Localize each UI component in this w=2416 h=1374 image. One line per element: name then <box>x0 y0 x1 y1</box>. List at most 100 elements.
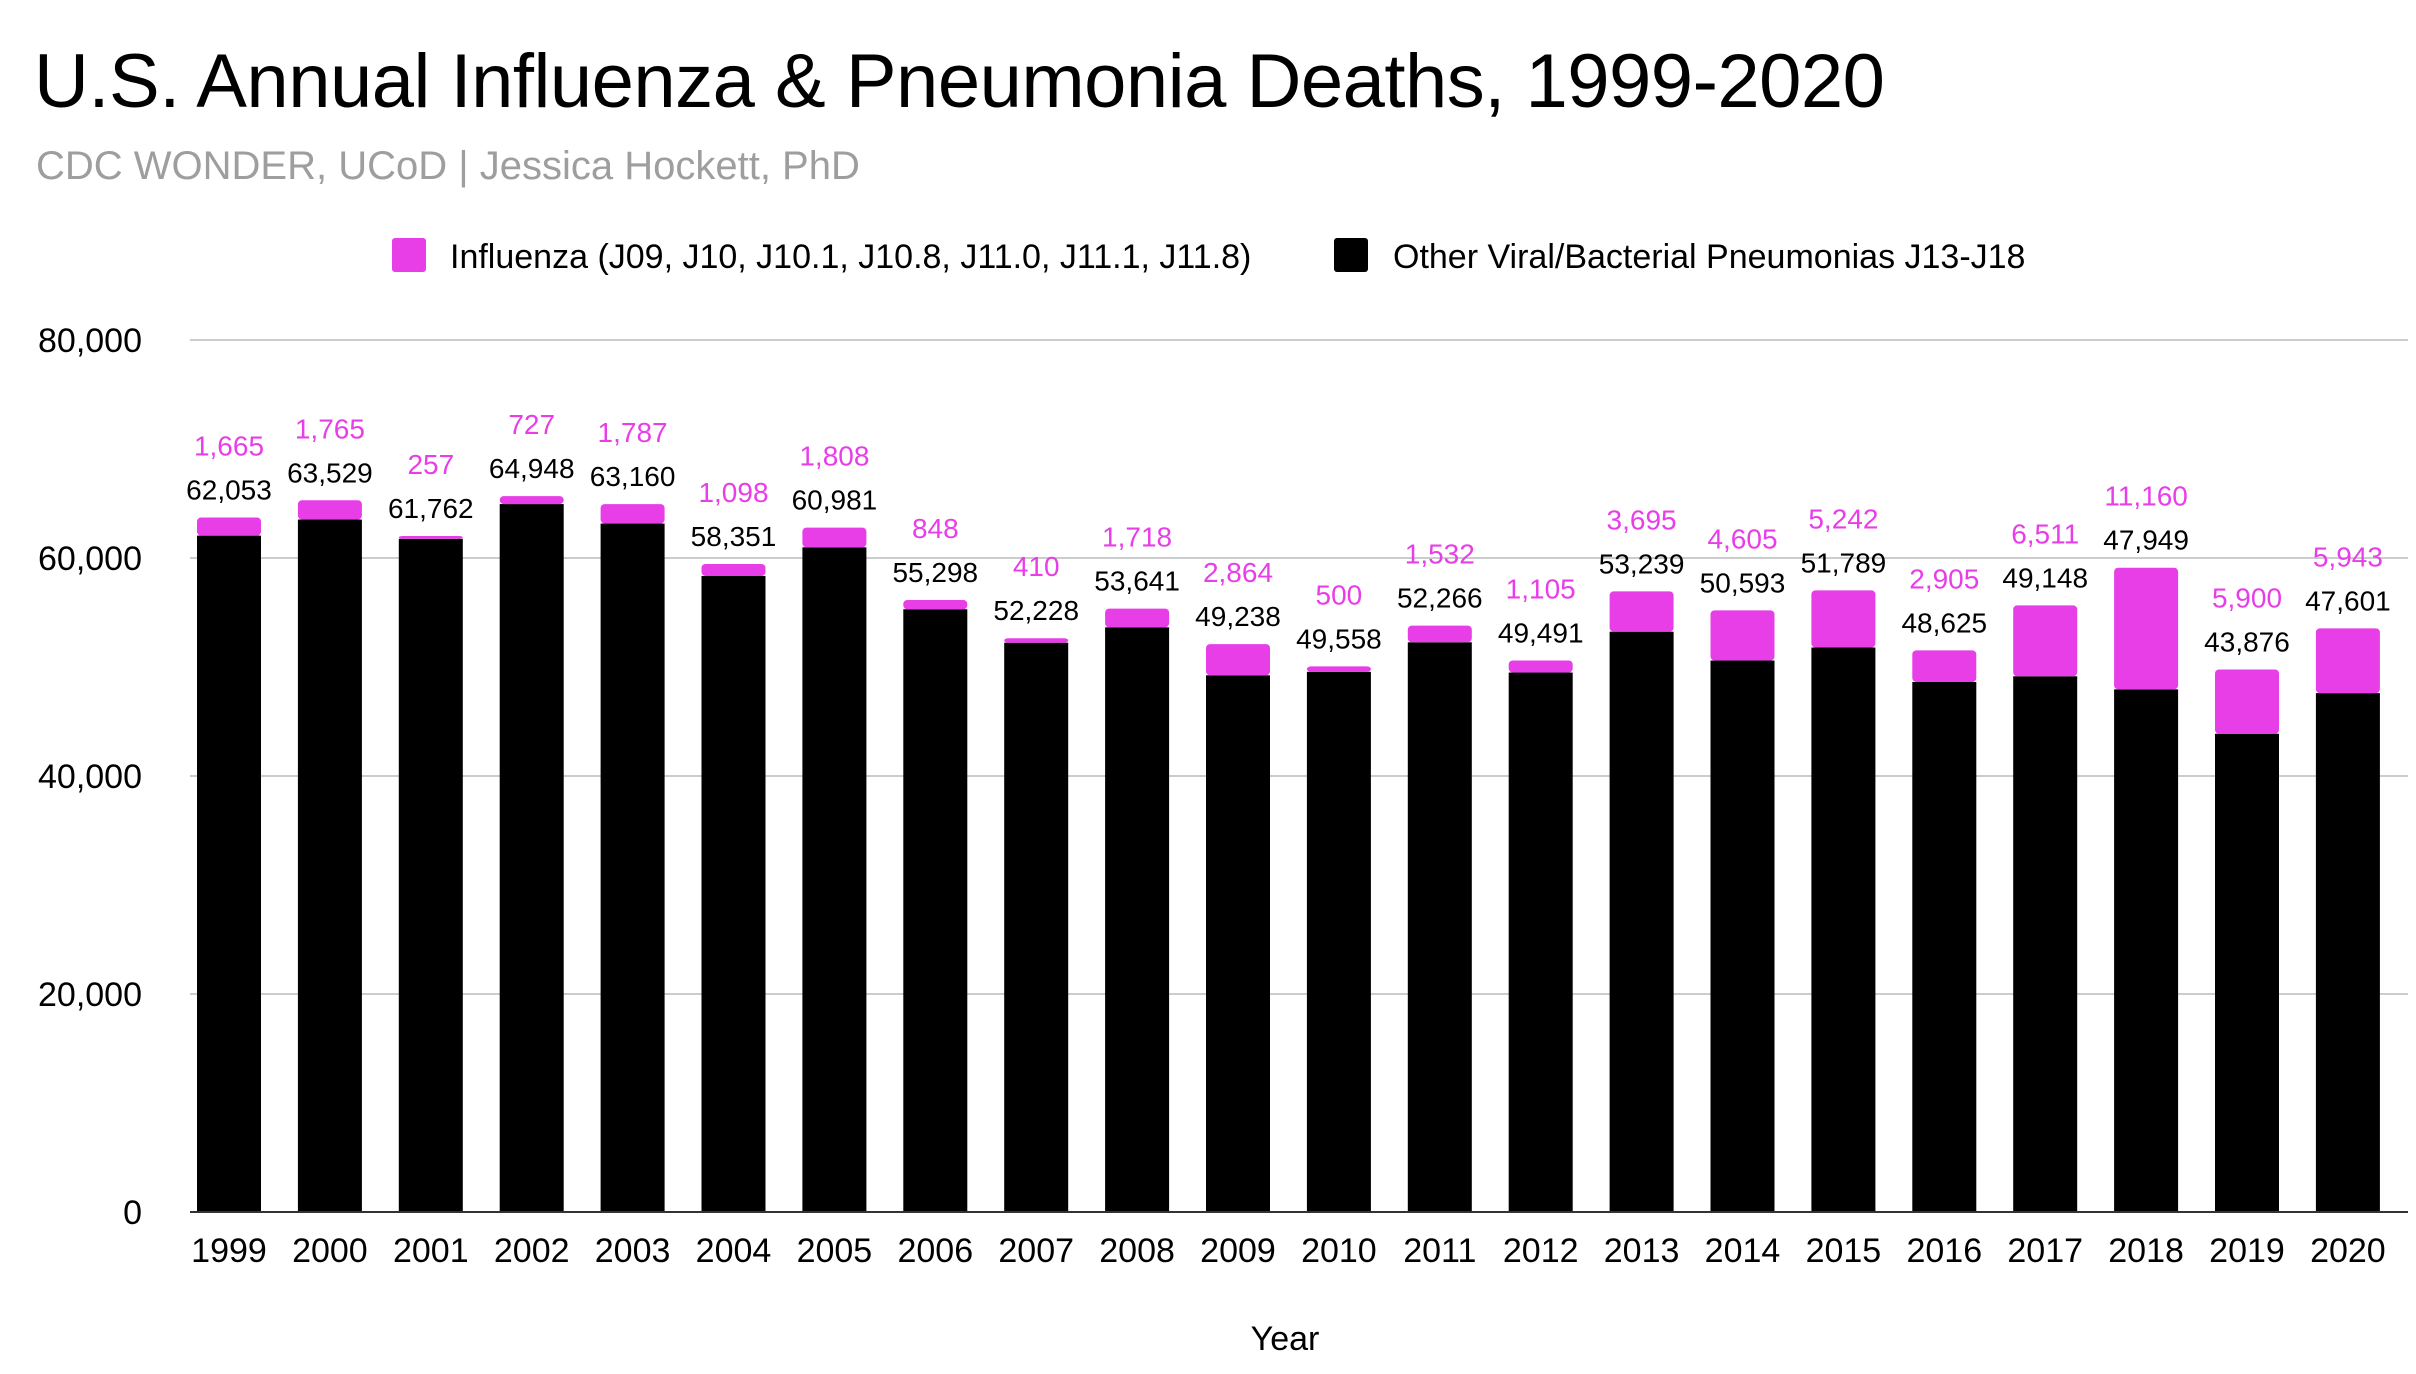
data-label-other-pneumonias: 62,053 <box>186 474 272 505</box>
bar-influenza-2001 <box>398 535 463 539</box>
bar-other-pneumonias-2017 <box>2013 676 2078 1212</box>
x-tick-label: 2015 <box>1806 1232 1882 1270</box>
bar-influenza-2004 <box>701 564 766 576</box>
data-label-other-pneumonias: 63,160 <box>590 461 676 492</box>
data-label-influenza: 257 <box>407 449 454 480</box>
bar-influenza-2009 <box>1206 644 1270 676</box>
bar-other-pneumonias-2008 <box>1105 627 1170 1212</box>
legend: Influenza (J09, J10, J10.1, J10.8, J11.0… <box>392 238 2025 276</box>
bar-influenza-2012 <box>1508 660 1573 673</box>
bar-influenza-2008 <box>1105 608 1170 628</box>
y-tick-label: 80,000 <box>38 322 142 360</box>
bar-other-pneumonias-1999 <box>197 535 261 1212</box>
bar-other-pneumonias-2015 <box>1811 647 1876 1212</box>
x-tick-label: 2012 <box>1503 1232 1579 1270</box>
bar-influenza-2017 <box>2013 605 2078 677</box>
data-label-other-pneumonias: 60,981 <box>792 485 878 516</box>
data-label-influenza: 1,105 <box>1506 574 1576 605</box>
data-label-influenza: 2,864 <box>1203 557 1273 588</box>
data-label-other-pneumonias: 53,641 <box>1094 566 1180 597</box>
data-label-other-pneumonias: 52,266 <box>1397 583 1483 614</box>
data-label-other-pneumonias: 43,876 <box>2204 626 2290 657</box>
data-label-other-pneumonias: 55,298 <box>892 557 978 588</box>
x-tick-label: 2000 <box>292 1232 368 1270</box>
bar-other-pneumonias-2016 <box>1912 681 1977 1212</box>
data-label-influenza: 5,900 <box>2212 582 2282 613</box>
data-label-other-pneumonias: 64,948 <box>489 453 575 484</box>
chart-subtitle: CDC WONDER, UCoD | Jessica Hockett, PhD <box>36 144 860 188</box>
bar-other-pneumonias-2006 <box>903 609 968 1212</box>
data-label-influenza: 848 <box>912 513 959 544</box>
data-label-other-pneumonias: 58,351 <box>691 521 777 552</box>
data-labels: 62,053 1,665 63,529 1,765 61,762 257 64,948 727… <box>186 409 2391 657</box>
data-label-other-pneumonias: 52,228 <box>993 595 1079 626</box>
data-label-influenza: 500 <box>1316 579 1363 610</box>
x-tick-label: 2001 <box>393 1232 469 1270</box>
data-label-other-pneumonias: 49,148 <box>2002 562 2088 593</box>
bar-other-pneumonias-2013 <box>1609 631 1674 1212</box>
data-label-influenza: 1,718 <box>1102 522 1172 553</box>
bar-influenza-2020 <box>2315 628 2380 694</box>
legend-label-influenza: Influenza (J09, J10, J10.1, J10.8, J11.0… <box>450 238 1251 276</box>
x-tick-label: 2020 <box>2310 1232 2386 1270</box>
x-tick-label: 2018 <box>2108 1232 2184 1270</box>
bar-influenza-2002 <box>499 496 564 505</box>
bar-influenza-2013 <box>1609 591 1674 632</box>
bar-influenza-2006 <box>903 600 968 610</box>
x-tick-label: 2005 <box>797 1232 873 1270</box>
bar-other-pneumonias-2009 <box>1206 675 1270 1212</box>
data-label-other-pneumonias: 47,949 <box>2103 525 2189 556</box>
legend-label-other-pneumonias: Other Viral/Bacterial Pneumonias J13-J18 <box>1393 238 2025 276</box>
data-label-other-pneumonias: 49,491 <box>1498 618 1584 649</box>
legend-swatch-influenza <box>392 238 426 272</box>
x-tick-label: 2017 <box>2007 1232 2083 1270</box>
x-tick-label: 2013 <box>1604 1232 1680 1270</box>
data-label-other-pneumonias: 61,762 <box>388 493 474 524</box>
bar-other-pneumonias-2005 <box>802 547 867 1212</box>
bar-other-pneumonias-2001 <box>398 538 463 1212</box>
data-label-influenza: 1,532 <box>1405 539 1475 570</box>
data-label-influenza: 410 <box>1013 551 1060 582</box>
data-label-influenza: 1,787 <box>598 417 668 448</box>
x-tick-label: 2016 <box>1906 1232 1982 1270</box>
bar-other-pneumonias-2018 <box>2114 689 2179 1212</box>
bar-other-pneumonias-2020 <box>2315 693 2380 1212</box>
x-tick-label: 2007 <box>998 1232 1074 1270</box>
bar-other-pneumonias-2002 <box>499 504 564 1213</box>
bar-influenza-2010 <box>1306 666 1371 672</box>
axes: 0 20,000 40,000 60,000 80,000 1999 2000 2001 200… <box>38 322 2408 1270</box>
data-label-influenza: 3,695 <box>1607 504 1677 535</box>
bar-influenza-2007 <box>1004 638 1069 643</box>
bar-influenza-2011 <box>1407 625 1472 643</box>
bar-other-pneumonias-2000 <box>297 519 362 1212</box>
x-tick-label: 1999 <box>191 1232 267 1270</box>
bar-influenza-2018 <box>2114 567 2179 690</box>
x-tick-label: 2009 <box>1200 1232 1276 1270</box>
x-tick-label: 2008 <box>1099 1232 1175 1270</box>
data-label-other-pneumonias: 48,625 <box>1901 607 1987 638</box>
x-tick-label: 2006 <box>897 1232 973 1270</box>
legend-swatch-other-pneumonias <box>1334 238 1368 272</box>
data-label-influenza: 11,160 <box>2104 481 2188 512</box>
y-tick-label: 40,000 <box>38 758 142 796</box>
bar-influenza-2016 <box>1912 650 1977 682</box>
bar-other-pneumonias-2019 <box>2215 733 2279 1212</box>
bars <box>197 496 2380 1213</box>
bar-other-pneumonias-2014 <box>1710 660 1775 1212</box>
data-label-influenza: 1,665 <box>194 430 264 461</box>
y-tick-label: 20,000 <box>38 976 142 1014</box>
bar-other-pneumonias-2010 <box>1306 671 1371 1212</box>
data-label-other-pneumonias: 49,238 <box>1195 601 1281 632</box>
data-label-other-pneumonias: 47,601 <box>2305 585 2391 616</box>
data-label-influenza: 5,943 <box>2313 541 2383 572</box>
bar-other-pneumonias-2011 <box>1407 642 1472 1212</box>
bar-other-pneumonias-2004 <box>701 575 766 1212</box>
bar-influenza-2000 <box>297 500 362 520</box>
data-label-other-pneumonias: 51,789 <box>1801 547 1887 578</box>
data-label-influenza: 1,808 <box>799 441 869 472</box>
x-tick-label: 2002 <box>494 1232 570 1270</box>
x-tick-label: 2019 <box>2209 1232 2285 1270</box>
data-label-influenza: 6,511 <box>2011 518 2079 549</box>
bar-influenza-2005 <box>802 527 867 548</box>
